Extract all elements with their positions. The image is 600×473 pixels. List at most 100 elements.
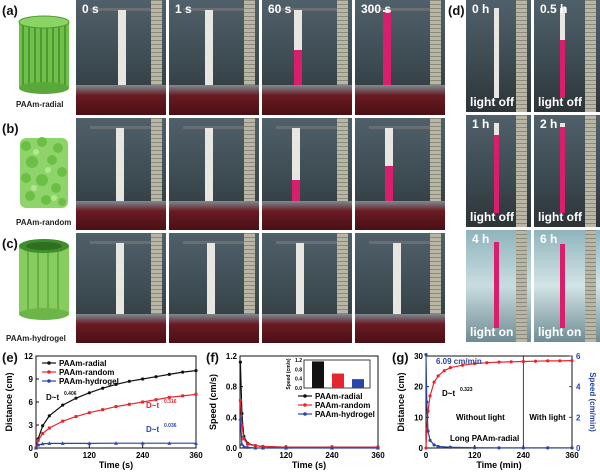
x-tick-label: 240	[325, 451, 339, 460]
legend-label: PAAm-random	[315, 401, 370, 410]
light-status: light off	[538, 210, 582, 224]
hydrogel-model-illustration	[19, 239, 69, 320]
y-tick-label: 3	[29, 421, 34, 430]
series-random-point	[127, 402, 131, 406]
series-random-point	[41, 431, 45, 435]
y-tick-label: 9	[29, 375, 34, 384]
series-hydrogel-point	[330, 446, 334, 450]
model-label-radial: PAAm-radial	[16, 100, 64, 109]
series-random-point	[194, 392, 198, 396]
legend-marker	[47, 379, 51, 383]
photo-radial-300s: 300 s	[355, 0, 445, 115]
series-random-point	[101, 408, 105, 412]
series-random-point	[246, 442, 250, 446]
x-tick-label: 360	[371, 451, 385, 460]
series-hydrogel-line	[35, 442, 196, 449]
legend-label: PAAm-radial	[59, 359, 106, 368]
series-distance-point	[428, 394, 432, 398]
chart-e: 0 120 240 360 0 3 6 9 12 Time (s) Distance (cm) PAA…	[4, 352, 203, 470]
legend-label: PAAm-hydrogel	[59, 377, 119, 386]
series-speed-point	[521, 446, 525, 450]
series-distance-point	[497, 360, 501, 364]
legend-marker	[303, 403, 307, 407]
series-radial-point	[41, 424, 45, 428]
inset-bar	[352, 379, 364, 388]
legend-marker	[47, 370, 51, 374]
series-random-point	[242, 437, 246, 441]
time-label: 0 s	[82, 2, 99, 16]
series-random-point	[154, 398, 158, 402]
y-tick-label: 0.0	[226, 444, 238, 453]
photo-d-1h: 1 h light off	[466, 115, 531, 227]
series-hydrogel-point	[114, 441, 118, 445]
series-hydrogel-point	[87, 441, 92, 445]
series-distance-point	[533, 359, 538, 363]
panel-label-e: (e)	[2, 350, 18, 365]
y-tick-label: 0	[29, 444, 34, 453]
y2-tick-label: 4	[576, 383, 581, 392]
series-random-point	[114, 405, 118, 409]
inset-y-tick-label: 0.4	[295, 377, 302, 383]
photo-hydrogel-60s	[262, 233, 352, 343]
y-tick-label: 0.8	[226, 383, 238, 392]
series-hydrogel-point	[167, 441, 172, 445]
legend-marker	[47, 361, 51, 365]
series-random-point	[238, 398, 242, 402]
series-radial-point	[238, 360, 242, 364]
series-distance-point	[424, 446, 428, 450]
series-distance-point	[473, 362, 477, 366]
series-random-point	[47, 426, 51, 430]
series-radial-point	[181, 370, 185, 374]
series-radial-point	[154, 375, 158, 379]
annotation-law-exponent: 0.323	[460, 387, 473, 393]
inset-bar	[332, 373, 344, 388]
inset-bar	[312, 361, 324, 388]
time-label: 300 s	[361, 2, 392, 16]
y2-tick-label: 0	[576, 444, 581, 453]
series-hydrogel-point	[253, 446, 258, 450]
series-distance-point	[509, 360, 513, 364]
annotation-hydrogel-exponent: 0.036	[164, 423, 177, 429]
series-hydrogel-point	[245, 445, 250, 449]
series-distance-point	[460, 363, 465, 367]
series-random-point	[61, 419, 65, 423]
x-axis-label: Time (s)	[292, 460, 326, 470]
photo-radial-1s: 1 s	[169, 0, 259, 115]
photo-random-1s	[169, 118, 259, 230]
panel-label-b: (b)	[2, 121, 19, 136]
series-hydrogel-point	[239, 442, 244, 446]
inset-y-tick-label: 0.0	[295, 386, 302, 392]
time-label: 4 h	[472, 232, 490, 246]
legend-marker	[303, 394, 307, 398]
series-hydrogel-point	[194, 441, 198, 445]
photo-random-300s	[355, 118, 445, 230]
photo-radial-0s: 0 s	[76, 0, 166, 115]
legend-label: PAAm-random	[59, 368, 114, 377]
photo-hydrogel-1s	[169, 233, 259, 343]
panel-label-d: (d)	[448, 3, 465, 18]
x-tick-label: 360	[189, 451, 203, 460]
series-radial-point	[47, 414, 51, 418]
series-random-point	[253, 444, 257, 448]
series-distance-point	[448, 366, 452, 370]
y-tick-label: 20	[414, 383, 423, 392]
annotation-radial-exponent: 0.406	[64, 391, 77, 397]
series-radial-point	[167, 372, 171, 376]
y-tick-label: 0	[419, 444, 424, 453]
legend-label: PAAm-radial	[315, 392, 362, 401]
series-speed-point	[546, 446, 550, 450]
series-random-point	[167, 395, 171, 399]
panel-label-a: (a)	[2, 3, 18, 18]
photo-d-05h: 0.5 h light off	[534, 0, 600, 112]
series-radial-point	[141, 377, 145, 381]
time-label: 1 s	[175, 2, 192, 16]
y-axis-label: Speed (cm/s)	[208, 374, 218, 430]
panel-label-c: (c)	[2, 236, 18, 251]
time-label: 6 h	[540, 232, 558, 246]
time-label: 1 h	[472, 117, 490, 131]
series-random-point	[240, 423, 244, 427]
series-speed-point	[424, 353, 428, 357]
y2-axis-label: Speed (cm/min)	[588, 372, 597, 432]
time-label: 0 h	[472, 2, 490, 16]
